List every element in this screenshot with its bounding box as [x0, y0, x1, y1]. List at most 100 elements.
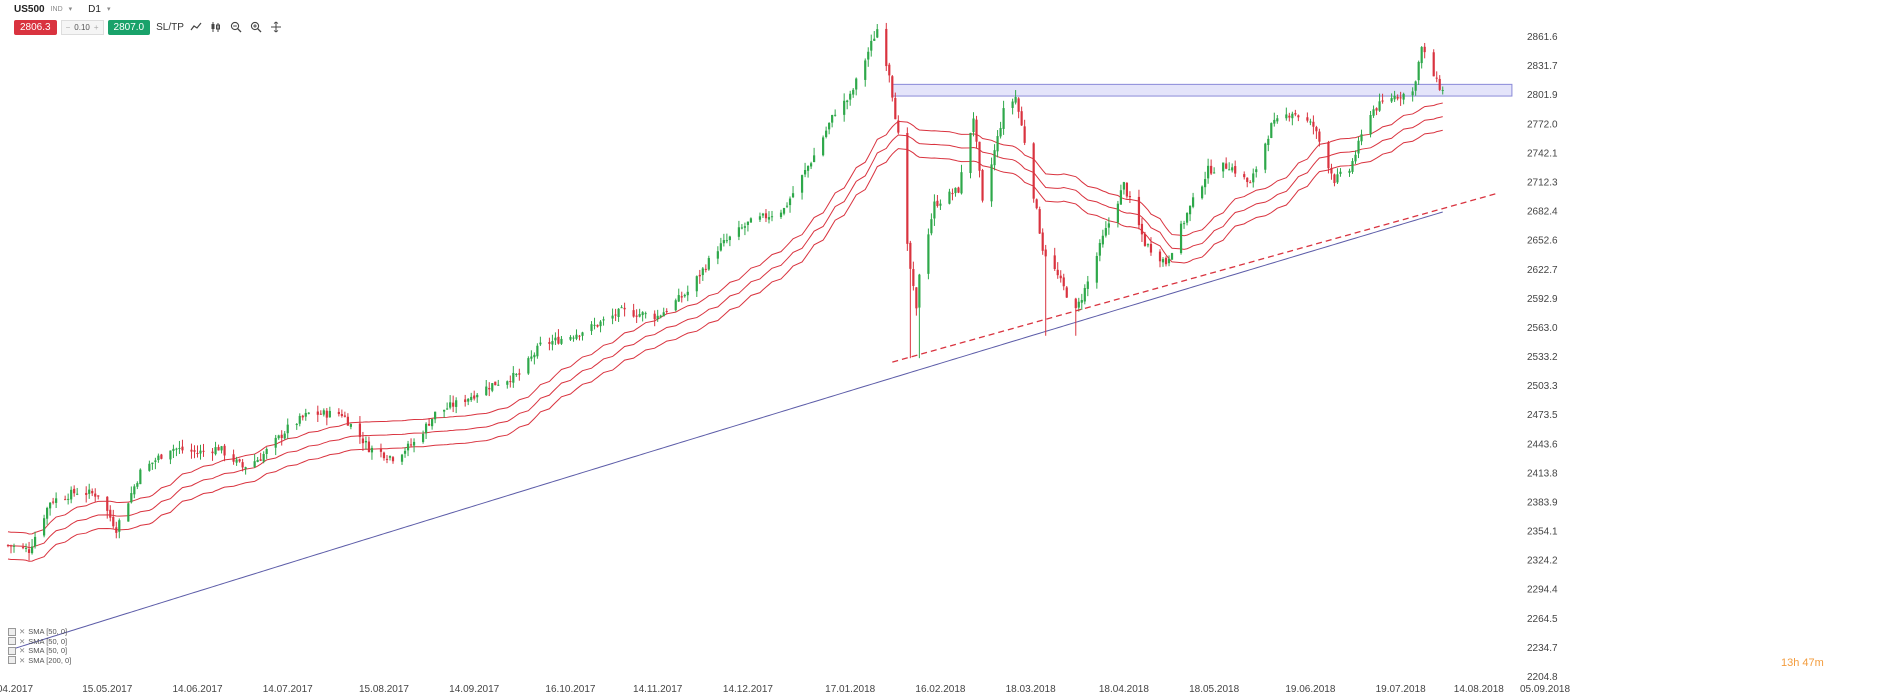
- candle-body: [1411, 91, 1414, 96]
- crosshair-icon[interactable]: [268, 20, 284, 34]
- candle-body: [906, 133, 909, 244]
- candle-body: [151, 462, 154, 465]
- candle-body: [295, 424, 298, 426]
- candle-body: [199, 450, 202, 454]
- zoom-out-icon[interactable]: [228, 20, 244, 34]
- candle-body: [957, 187, 960, 193]
- candle-body: [346, 416, 349, 426]
- remove-indicator-icon[interactable]: ✕: [19, 636, 26, 646]
- y-tick-label: 2294.4: [1527, 585, 1558, 596]
- candle-body: [1170, 253, 1174, 260]
- legend-item[interactable]: ✕ SMA [200, 0]: [8, 656, 71, 666]
- legend-item[interactable]: ✕ SMA [50, 0]: [8, 627, 71, 637]
- candle-body: [52, 501, 55, 503]
- candle-body: [831, 115, 834, 123]
- candle-body: [930, 219, 933, 234]
- volume-value[interactable]: 0.10: [74, 22, 90, 32]
- timeframe-dropdown-icon[interactable]: ▾: [106, 6, 111, 13]
- symbol-header: US500 IND ▾ D1 ▾: [14, 2, 110, 16]
- candle-body: [1213, 172, 1216, 174]
- candle-body: [139, 469, 142, 485]
- buy-button[interactable]: 2807.0: [107, 19, 151, 35]
- candle-body: [641, 312, 644, 316]
- y-tick-label: 2324.2: [1527, 556, 1558, 567]
- candle-body: [1273, 119, 1276, 124]
- candle-body: [809, 163, 813, 167]
- candle-body: [518, 373, 521, 375]
- candle-body: [217, 447, 220, 451]
- candle-body: [999, 128, 1002, 137]
- candle-body: [175, 448, 178, 450]
- candle-body: [1140, 223, 1144, 235]
- visibility-toggle-icon[interactable]: [8, 627, 16, 636]
- remove-indicator-icon[interactable]: ✕: [19, 655, 26, 665]
- candle-body: [148, 463, 151, 471]
- remove-indicator-icon[interactable]: ✕: [19, 627, 26, 636]
- y-tick-label: 2622.7: [1527, 265, 1558, 276]
- timeframe-selector[interactable]: D1: [88, 3, 101, 15]
- visibility-toggle-icon[interactable]: [8, 656, 16, 665]
- candle-body: [431, 418, 434, 427]
- candle-body: [485, 386, 488, 396]
- candle-body: [49, 502, 52, 509]
- candle-body: [533, 354, 536, 358]
- legend-label: SMA [50, 0]: [28, 646, 68, 655]
- y-tick-label: 2473.5: [1527, 410, 1558, 421]
- candle-body: [1074, 298, 1077, 309]
- candle-body: [948, 191, 951, 204]
- candle-body: [67, 498, 70, 500]
- volume-decrease-icon[interactable]: −: [65, 22, 71, 32]
- visibility-toggle-icon[interactable]: [8, 646, 16, 655]
- candle-body: [951, 193, 954, 195]
- candle-body: [770, 216, 774, 218]
- candle-body: [21, 547, 25, 549]
- sma-50-line-3: [7, 102, 1443, 535]
- candle-body: [130, 493, 133, 503]
- support-trendline: [892, 192, 1498, 363]
- candle-body: [202, 450, 205, 452]
- candle-body: [620, 307, 623, 309]
- y-tick-label: 2443.6: [1527, 439, 1558, 450]
- candle-body: [1083, 288, 1086, 302]
- candle-body: [1023, 126, 1026, 143]
- volume-field[interactable]: − 0.10 +: [60, 19, 104, 35]
- candle-body: [1119, 190, 1122, 205]
- candle-body: [1423, 46, 1426, 53]
- zoom-in-icon[interactable]: [248, 20, 264, 34]
- candle-body: [812, 155, 816, 163]
- sell-button[interactable]: 2806.3: [14, 19, 57, 35]
- candle-body: [939, 203, 942, 206]
- line-chart-icon[interactable]: [188, 20, 204, 34]
- candle-body: [828, 122, 831, 130]
- candle-body: [1267, 138, 1270, 146]
- remove-indicator-icon[interactable]: ✕: [19, 646, 26, 655]
- legend-item[interactable]: ✕ SMA [50, 0]: [8, 646, 71, 656]
- legend-item[interactable]: ✕ SMA [50, 0]: [8, 637, 71, 647]
- candle-body: [1381, 100, 1384, 102]
- candle-body: [1369, 115, 1372, 135]
- sl-tp-button[interactable]: SL/TP: [156, 21, 184, 33]
- candle-body: [554, 337, 557, 341]
- symbol-dropdown-icon[interactable]: ▾: [68, 6, 73, 13]
- x-tick-label: 14.09.2017: [449, 684, 499, 695]
- candle-body: [596, 324, 599, 327]
- volume-increase-icon[interactable]: +: [93, 22, 99, 32]
- candle-body: [1098, 242, 1101, 256]
- candle-body: [220, 446, 223, 451]
- candle-body: [340, 413, 343, 416]
- candle-body: [1116, 203, 1119, 223]
- candle-body: [1312, 121, 1315, 127]
- candle-body: [9, 545, 13, 547]
- candle-body: [1333, 174, 1336, 184]
- candle-type-icon[interactable]: [208, 20, 224, 34]
- candle-body: [55, 498, 58, 503]
- symbol-name[interactable]: US500: [14, 3, 45, 15]
- candle-body: [1330, 168, 1333, 174]
- candle-body: [806, 166, 810, 171]
- y-tick-label: 2234.7: [1527, 643, 1558, 654]
- candle-body: [361, 438, 365, 444]
- candle-body: [1396, 96, 1399, 99]
- visibility-toggle-icon[interactable]: [8, 637, 16, 646]
- x-tick-label: 19.06.2018: [1285, 684, 1335, 695]
